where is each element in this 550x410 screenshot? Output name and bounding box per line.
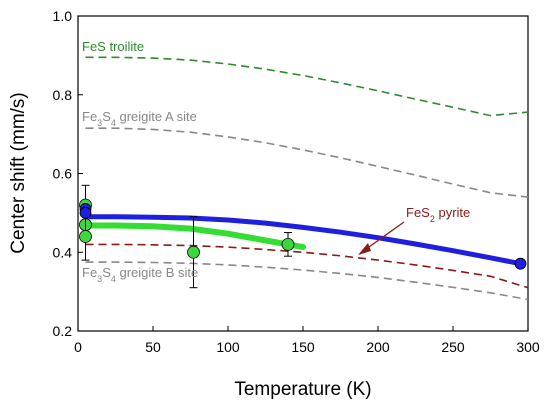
data-point-green (79, 230, 92, 243)
annotation-greigite-b: Fe3S4 greigite B site (82, 265, 198, 284)
x-tick-label: 100 (216, 339, 240, 355)
data-point-blue (79, 206, 92, 219)
ticks-layer: 0 50 100 150 200 250 300 0.2 0.4 0.6 0.8 1.0 (53, 8, 540, 355)
x-tick-label: 250 (441, 339, 465, 355)
x-tick-label: 300 (516, 339, 540, 355)
x-tick-label: 150 (291, 339, 315, 355)
data-point-green (281, 237, 295, 251)
y-tick-label: 0.2 (53, 323, 73, 339)
y-tick-label: 1.0 (53, 8, 73, 24)
data-point-blue (514, 257, 527, 270)
series-line-1 (85, 127, 529, 198)
series-line-5 (82, 222, 306, 251)
series-layer (82, 56, 529, 301)
plot-area (77, 15, 529, 332)
x-tick-label: 200 (366, 339, 390, 355)
x-tick-label: 50 (145, 339, 161, 355)
y-tick-label: 0.4 (53, 244, 73, 260)
plot-frame (77, 15, 529, 332)
x-axis-title: Temperature (K) (234, 379, 371, 400)
pyrite-arrow (358, 221, 405, 255)
y-tick-label: 0.8 (53, 87, 73, 103)
series-line-3 (85, 243, 529, 289)
annotation-pyrite: FeS2 pyrite (406, 205, 470, 224)
annotation-troilite: FeS troilite (82, 39, 144, 54)
data-point-green (187, 245, 200, 259)
x-tick-label: 0 (74, 339, 82, 355)
annotation-greigite-a: Fe3S4 greigite A site (82, 109, 197, 128)
series-line-4 (83, 214, 523, 267)
series-line-2 (85, 261, 529, 301)
y-tick-label: 0.6 (53, 166, 73, 182)
series-line-0 (85, 56, 529, 117)
y-axis-title: Center shift (mm/s) (8, 92, 29, 254)
points-layer (79, 184, 527, 289)
